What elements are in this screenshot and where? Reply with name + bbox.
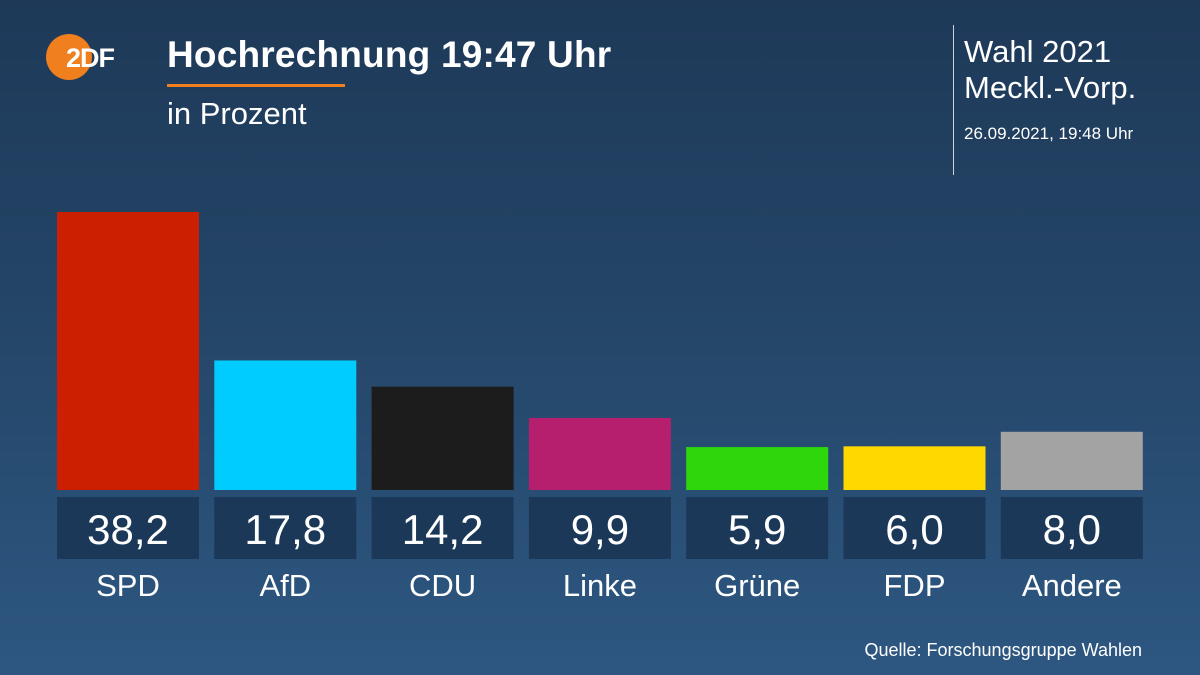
bar-cdu [371,386,514,490]
category-label-gruene: Grüne [714,568,800,603]
bar-linke [528,417,671,490]
category-label-cdu: CDU [409,568,476,603]
zdf-logo-circle-icon [46,34,92,80]
value-box-spd [57,497,199,559]
bar-gruene [686,447,829,490]
bar-andere [1000,431,1143,490]
value-box-fdp [843,497,986,559]
value-label-gruene: 5,9 [728,506,786,553]
zdf-logo-text: 2DF [66,43,115,73]
value-label-spd: 38,2 [87,506,169,553]
timestamp: 26.09.2021, 19:48 Uhr [964,124,1134,143]
value-box-cdu [371,497,514,559]
election-year: Wahl 2021 [964,34,1112,69]
chart-subtitle: in Prozent [167,96,307,131]
chart-title: Hochrechnung 19:47 Uhr [167,34,612,75]
category-label-andere: Andere [1022,568,1122,603]
value-label-linke: 9,9 [571,506,629,553]
value-box-andere [1000,497,1143,559]
value-box-linke [528,497,671,559]
value-label-afd: 17,8 [244,506,326,553]
value-box-gruene [686,497,829,559]
bar-afd [214,360,357,490]
category-label-afd: AfD [259,568,311,603]
election-state: Meckl.-Vorp. [964,70,1137,105]
category-label-spd: SPD [96,568,160,603]
title-underline [167,84,345,87]
category-label-fdp: FDP [884,568,946,603]
bar-fdp [843,446,986,490]
header-divider [953,25,954,175]
value-box-afd [214,497,357,559]
value-label-andere: 8,0 [1043,506,1101,553]
source-note: Quelle: Forschungsgruppe Wahlen [864,640,1143,660]
value-label-fdp: 6,0 [885,506,943,553]
zdf-logo: 2DF [46,34,116,80]
value-label-cdu: 14,2 [402,506,484,553]
bar-spd [57,212,199,490]
category-label-linke: Linke [563,568,637,603]
election-info: Wahl 2021 Meckl.-Vorp. [964,34,1136,106]
